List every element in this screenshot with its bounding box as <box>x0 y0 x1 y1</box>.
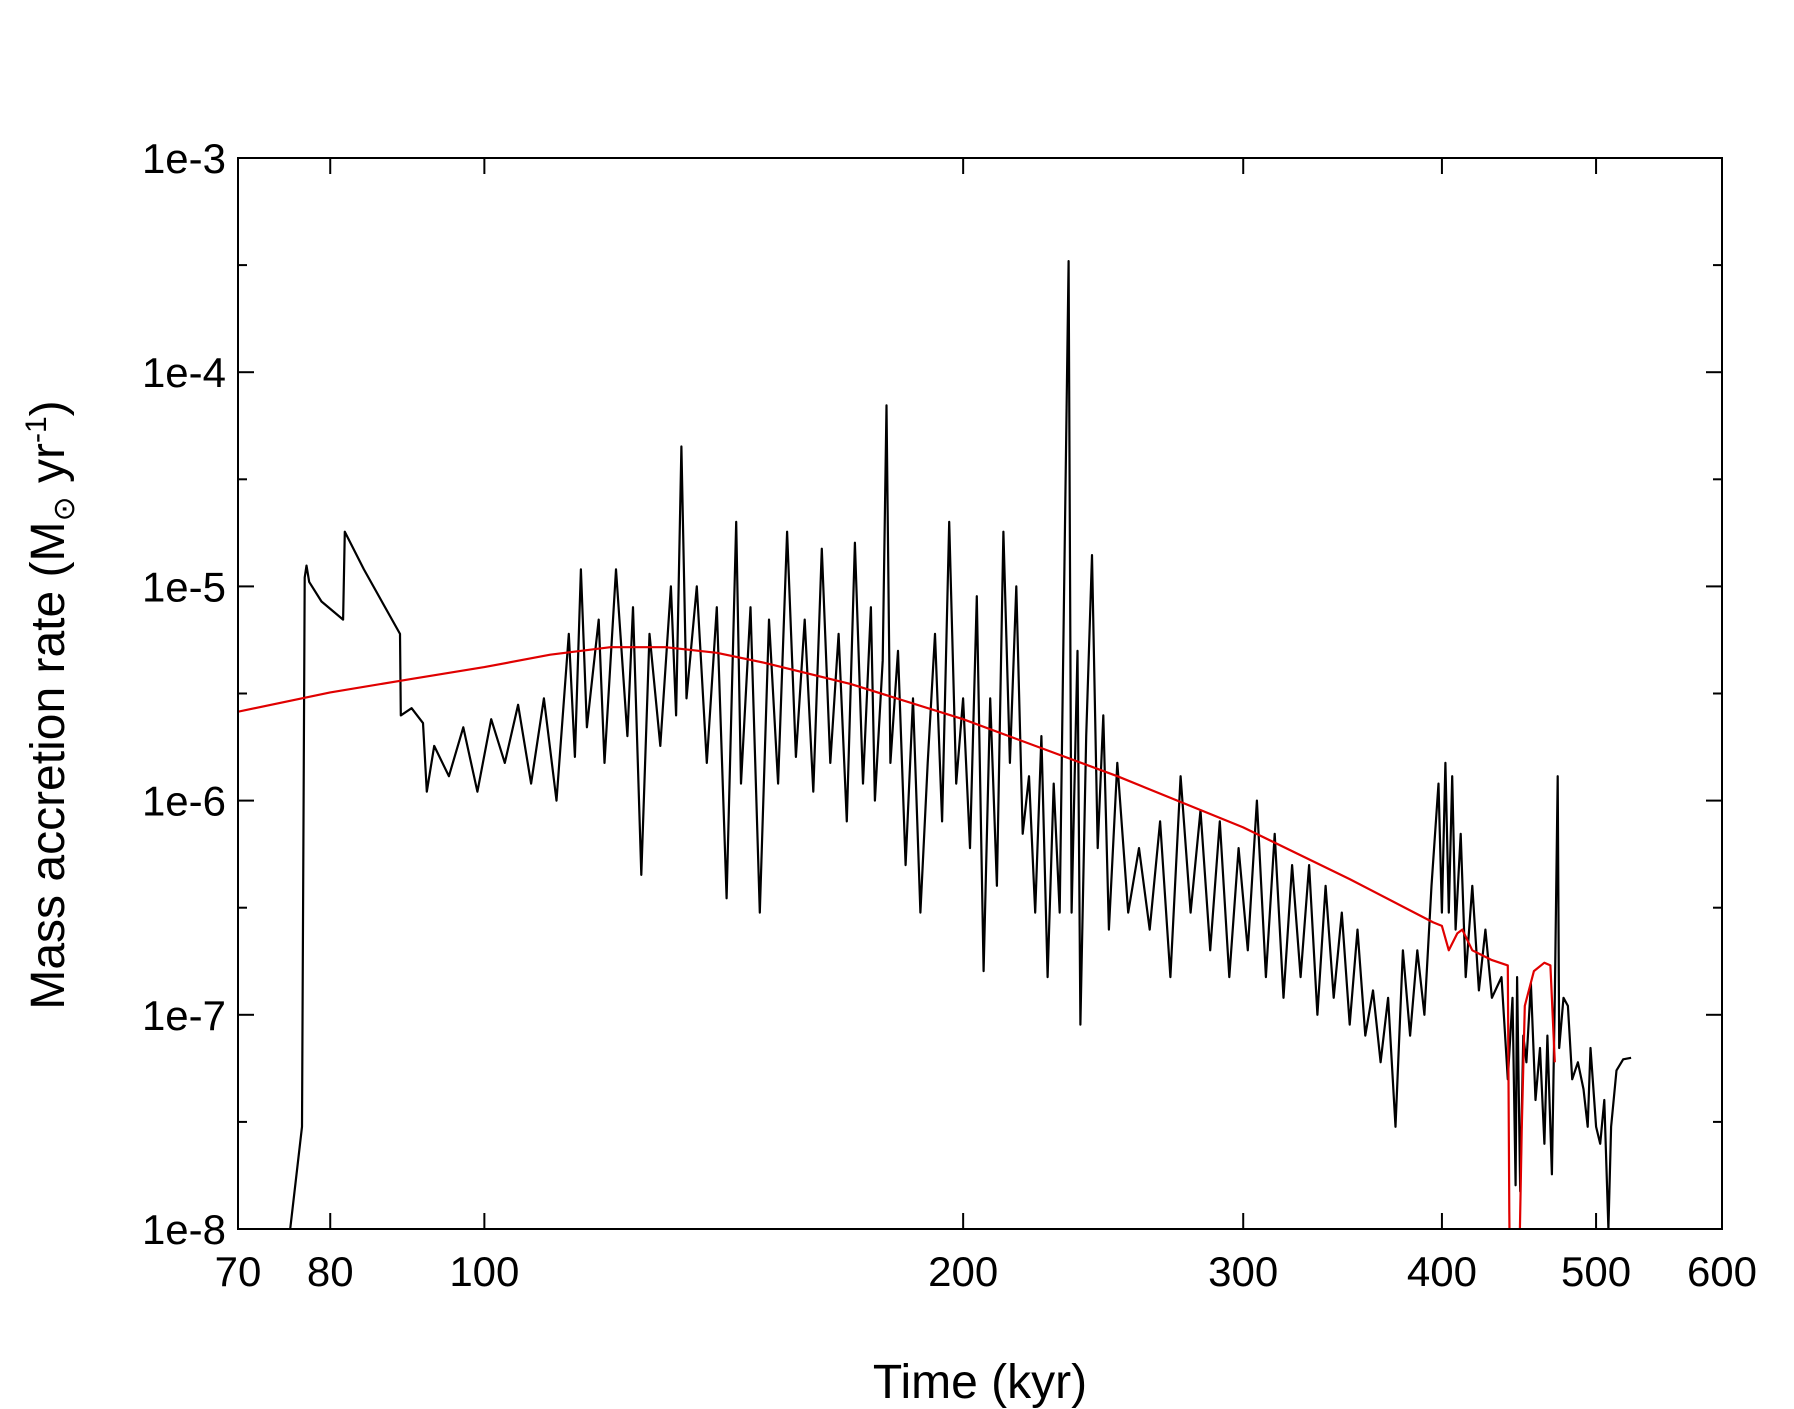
x-tick-label: 80 <box>307 1248 354 1295</box>
plot-frame <box>237 157 1723 1230</box>
x-tick-label: 300 <box>1208 1248 1278 1295</box>
x-tick-label: 200 <box>928 1248 998 1295</box>
accretion-rate-series-line <box>289 260 1632 1229</box>
y-axis-label-main: Mass accretion rate (M <box>22 522 75 1010</box>
y-axis-label-mid: yr <box>22 443 75 496</box>
y-tick-label: 1e-7 <box>142 992 226 1039</box>
x-tick-label: 400 <box>1407 1248 1477 1295</box>
y-tick-label: 1e-8 <box>142 1206 226 1253</box>
y-tick-label: 1e-5 <box>142 563 226 610</box>
y-tick-label: 1e-4 <box>142 349 226 396</box>
x-tick-label: 500 <box>1561 1248 1631 1295</box>
y-axis-label: Mass accretion rate (M⊙ yr-1) <box>20 400 81 1009</box>
y-axis-label-exponent: -1 <box>20 416 53 443</box>
smoothed-average-series-line <box>238 646 1556 1229</box>
x-tick-label: 600 <box>1687 1248 1757 1295</box>
x-axis-label: Time (kyr) <box>873 1356 1087 1409</box>
y-tick-label: 1e-6 <box>142 778 226 825</box>
x-tick-label: 100 <box>449 1248 519 1295</box>
x-tick-label: 70 <box>215 1248 262 1295</box>
y-axis-label-close: ) <box>22 400 75 416</box>
y-axis-label-sun-symbol: ⊙ <box>48 496 81 521</box>
y-tick-label: 1e-3 <box>142 135 226 182</box>
